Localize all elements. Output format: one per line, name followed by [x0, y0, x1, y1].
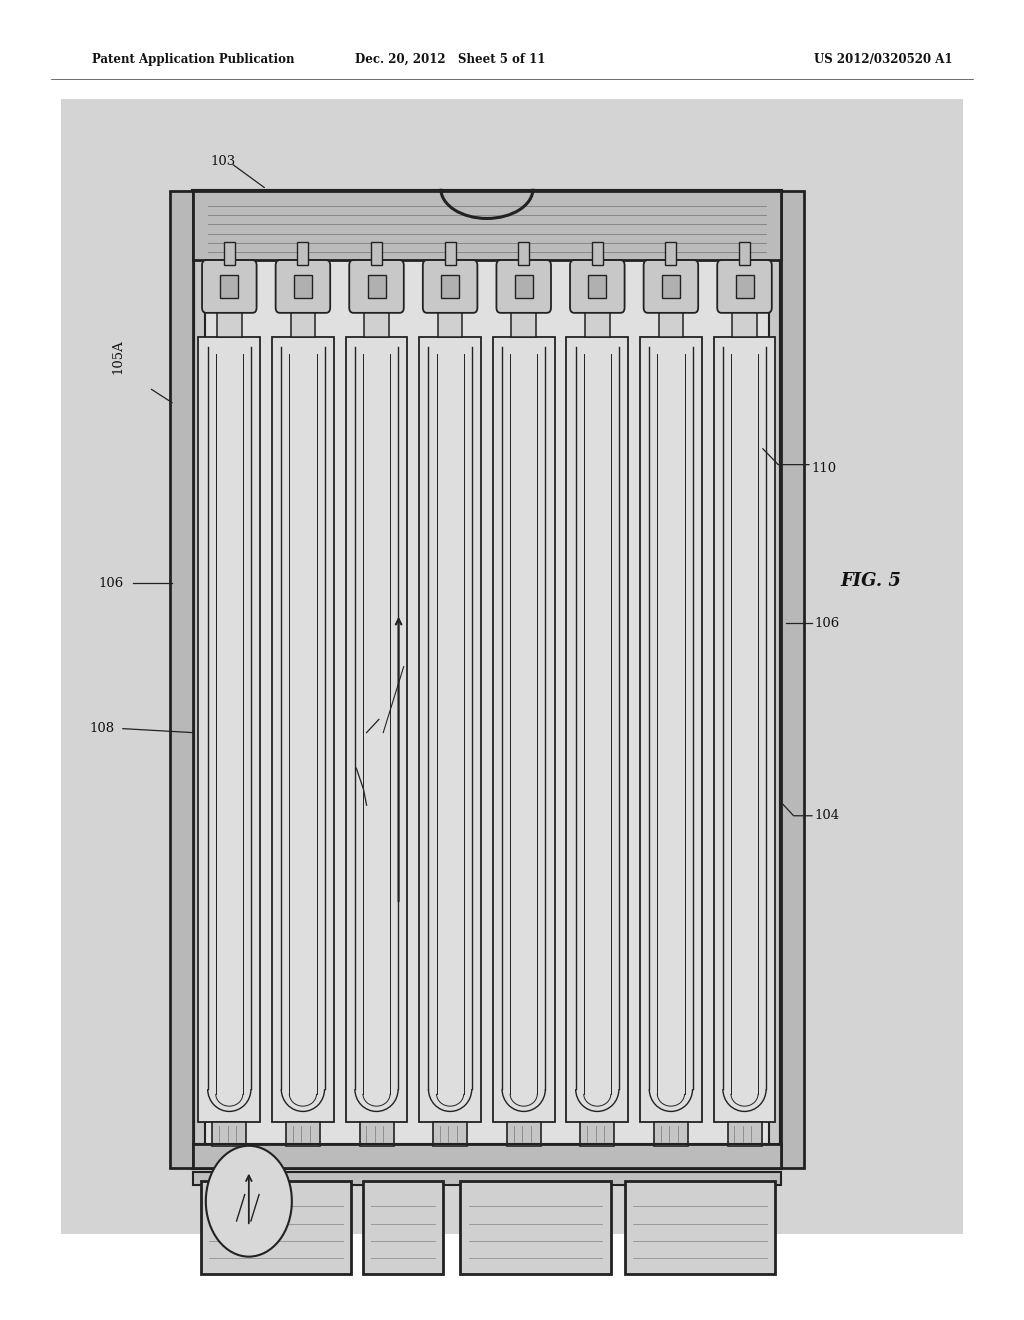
- FancyBboxPatch shape: [419, 337, 481, 1122]
- FancyBboxPatch shape: [644, 260, 698, 313]
- FancyBboxPatch shape: [364, 1181, 442, 1274]
- Text: 103: 103: [211, 154, 236, 168]
- FancyBboxPatch shape: [589, 275, 606, 298]
- FancyBboxPatch shape: [193, 191, 781, 1168]
- Text: 105A: 105A: [112, 339, 124, 374]
- FancyBboxPatch shape: [732, 308, 757, 337]
- FancyBboxPatch shape: [294, 275, 312, 298]
- Text: 107: 107: [375, 704, 399, 717]
- FancyBboxPatch shape: [433, 1122, 467, 1146]
- FancyBboxPatch shape: [205, 207, 769, 1152]
- FancyBboxPatch shape: [735, 275, 754, 298]
- Text: 106: 106: [815, 616, 840, 630]
- FancyBboxPatch shape: [511, 308, 537, 337]
- Circle shape: [206, 1146, 292, 1257]
- FancyBboxPatch shape: [666, 242, 677, 265]
- FancyBboxPatch shape: [515, 275, 532, 298]
- FancyBboxPatch shape: [570, 260, 625, 313]
- FancyBboxPatch shape: [371, 242, 382, 265]
- FancyBboxPatch shape: [444, 242, 456, 265]
- FancyBboxPatch shape: [592, 242, 603, 265]
- FancyBboxPatch shape: [518, 242, 529, 265]
- FancyBboxPatch shape: [202, 260, 257, 313]
- FancyBboxPatch shape: [640, 337, 701, 1122]
- FancyBboxPatch shape: [493, 337, 555, 1122]
- FancyBboxPatch shape: [193, 1172, 781, 1185]
- FancyBboxPatch shape: [61, 99, 963, 1234]
- Text: 110: 110: [812, 462, 837, 475]
- FancyBboxPatch shape: [437, 308, 463, 337]
- FancyBboxPatch shape: [365, 308, 389, 337]
- FancyBboxPatch shape: [585, 308, 609, 337]
- FancyBboxPatch shape: [727, 1122, 762, 1146]
- FancyBboxPatch shape: [291, 308, 315, 337]
- FancyBboxPatch shape: [739, 242, 750, 265]
- FancyBboxPatch shape: [507, 1122, 541, 1146]
- FancyBboxPatch shape: [654, 1122, 688, 1146]
- Text: 118: 118: [354, 809, 379, 822]
- FancyBboxPatch shape: [201, 1181, 351, 1274]
- Text: US 2012/0320520 A1: US 2012/0320520 A1: [814, 53, 952, 66]
- FancyBboxPatch shape: [626, 1181, 775, 1274]
- Text: 108: 108: [90, 722, 115, 735]
- FancyBboxPatch shape: [368, 275, 385, 298]
- Text: Patent Application Publication: Patent Application Publication: [92, 53, 295, 66]
- FancyBboxPatch shape: [658, 308, 683, 337]
- FancyBboxPatch shape: [193, 1144, 781, 1168]
- FancyBboxPatch shape: [275, 260, 330, 313]
- FancyBboxPatch shape: [217, 308, 242, 337]
- FancyBboxPatch shape: [170, 191, 193, 1168]
- FancyBboxPatch shape: [497, 260, 551, 313]
- FancyBboxPatch shape: [224, 242, 234, 265]
- FancyBboxPatch shape: [423, 260, 477, 313]
- Text: 106: 106: [98, 577, 123, 590]
- FancyBboxPatch shape: [581, 1122, 614, 1146]
- Text: Dec. 20, 2012   Sheet 5 of 11: Dec. 20, 2012 Sheet 5 of 11: [355, 53, 546, 66]
- FancyBboxPatch shape: [441, 275, 459, 298]
- FancyBboxPatch shape: [566, 337, 628, 1122]
- FancyBboxPatch shape: [212, 1122, 247, 1146]
- FancyBboxPatch shape: [272, 337, 334, 1122]
- FancyBboxPatch shape: [345, 337, 408, 1122]
- FancyBboxPatch shape: [359, 1122, 393, 1146]
- FancyBboxPatch shape: [297, 242, 308, 265]
- FancyBboxPatch shape: [193, 191, 781, 260]
- FancyBboxPatch shape: [717, 260, 772, 313]
- FancyBboxPatch shape: [199, 337, 260, 1122]
- FancyBboxPatch shape: [662, 275, 680, 298]
- FancyBboxPatch shape: [714, 337, 775, 1122]
- FancyBboxPatch shape: [781, 191, 804, 1168]
- Text: FIG. 5: FIG. 5: [840, 572, 901, 590]
- FancyBboxPatch shape: [461, 1181, 610, 1274]
- FancyBboxPatch shape: [349, 260, 403, 313]
- Text: 104: 104: [815, 809, 840, 822]
- FancyBboxPatch shape: [286, 1122, 319, 1146]
- FancyBboxPatch shape: [220, 275, 239, 298]
